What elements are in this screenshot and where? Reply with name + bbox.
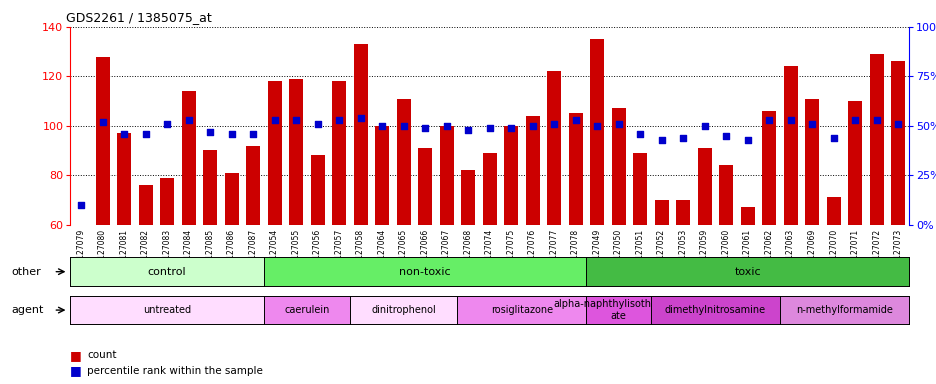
Point <box>696 123 711 129</box>
Text: toxic: toxic <box>734 266 760 277</box>
Bar <box>310 156 324 225</box>
Text: rosiglitazone: rosiglitazone <box>490 305 552 315</box>
Bar <box>268 81 281 225</box>
Text: untreated: untreated <box>143 305 191 315</box>
Point <box>546 121 561 127</box>
Point <box>396 123 411 129</box>
Text: agent: agent <box>11 305 44 315</box>
Bar <box>160 178 174 225</box>
Text: percentile rank within the sample: percentile rank within the sample <box>87 366 263 376</box>
Text: other: other <box>11 266 41 277</box>
Text: non-toxic: non-toxic <box>399 266 450 277</box>
Bar <box>203 151 217 225</box>
Bar <box>676 200 689 225</box>
Bar <box>739 207 753 225</box>
Point <box>481 125 496 131</box>
Point <box>718 132 733 139</box>
Text: caerulein: caerulein <box>284 305 329 315</box>
Bar <box>95 56 110 225</box>
Bar <box>869 54 883 225</box>
Point <box>439 123 454 129</box>
Bar <box>590 39 604 225</box>
Point <box>95 119 110 125</box>
Point <box>589 123 604 129</box>
Point <box>610 121 625 127</box>
Point <box>675 134 690 141</box>
Point <box>224 131 239 137</box>
Point <box>245 131 260 137</box>
Bar <box>461 170 475 225</box>
Bar <box>804 99 818 225</box>
Text: GDS2261 / 1385075_at: GDS2261 / 1385075_at <box>66 11 212 24</box>
Bar <box>525 116 539 225</box>
Bar <box>761 111 775 225</box>
Bar <box>654 200 668 225</box>
Bar <box>396 99 410 225</box>
Bar <box>139 185 153 225</box>
Point <box>847 117 862 123</box>
Point <box>288 117 303 123</box>
Text: ■: ■ <box>70 364 82 377</box>
Point <box>503 125 518 131</box>
Text: dimethylnitrosamine: dimethylnitrosamine <box>664 305 765 315</box>
Bar <box>547 71 561 225</box>
Point <box>782 117 797 123</box>
Bar <box>182 91 196 225</box>
Bar <box>246 146 260 225</box>
Text: control: control <box>148 266 186 277</box>
Bar <box>504 126 518 225</box>
Bar <box>374 126 388 225</box>
Bar <box>782 66 797 225</box>
Bar <box>568 113 582 225</box>
Point <box>804 121 819 127</box>
Bar <box>718 166 732 225</box>
Bar <box>353 44 367 225</box>
Point <box>202 129 217 135</box>
Text: n-methylformamide: n-methylformamide <box>795 305 892 315</box>
Bar <box>482 153 496 225</box>
Point <box>181 117 196 123</box>
Bar <box>847 101 861 225</box>
Bar <box>225 173 239 225</box>
Point <box>761 117 776 123</box>
Point <box>524 123 539 129</box>
Bar <box>611 108 625 225</box>
Point <box>138 131 153 137</box>
Text: count: count <box>87 350 116 360</box>
Point <box>417 125 432 131</box>
Text: dinitrophenol: dinitrophenol <box>371 305 435 315</box>
Point <box>461 127 475 133</box>
Bar <box>439 126 453 225</box>
Point <box>331 117 346 123</box>
Point <box>826 134 841 141</box>
Point <box>116 131 131 137</box>
Bar <box>826 197 840 225</box>
Point <box>353 115 368 121</box>
Point <box>310 121 325 127</box>
Bar <box>417 148 431 225</box>
Bar <box>289 79 302 225</box>
Bar <box>331 81 345 225</box>
Text: ■: ■ <box>70 349 82 362</box>
Point <box>73 202 88 208</box>
Bar <box>890 61 904 225</box>
Bar <box>117 133 131 225</box>
Point <box>374 123 389 129</box>
Point <box>159 121 174 127</box>
Text: alpha-naphthylisothiocyan
ate: alpha-naphthylisothiocyan ate <box>553 299 683 321</box>
Point <box>890 121 905 127</box>
Point <box>567 117 582 123</box>
Point <box>653 137 668 143</box>
Point <box>267 117 282 123</box>
Bar <box>697 148 710 225</box>
Bar <box>633 153 647 225</box>
Point <box>632 131 647 137</box>
Point <box>869 117 884 123</box>
Point <box>739 137 754 143</box>
